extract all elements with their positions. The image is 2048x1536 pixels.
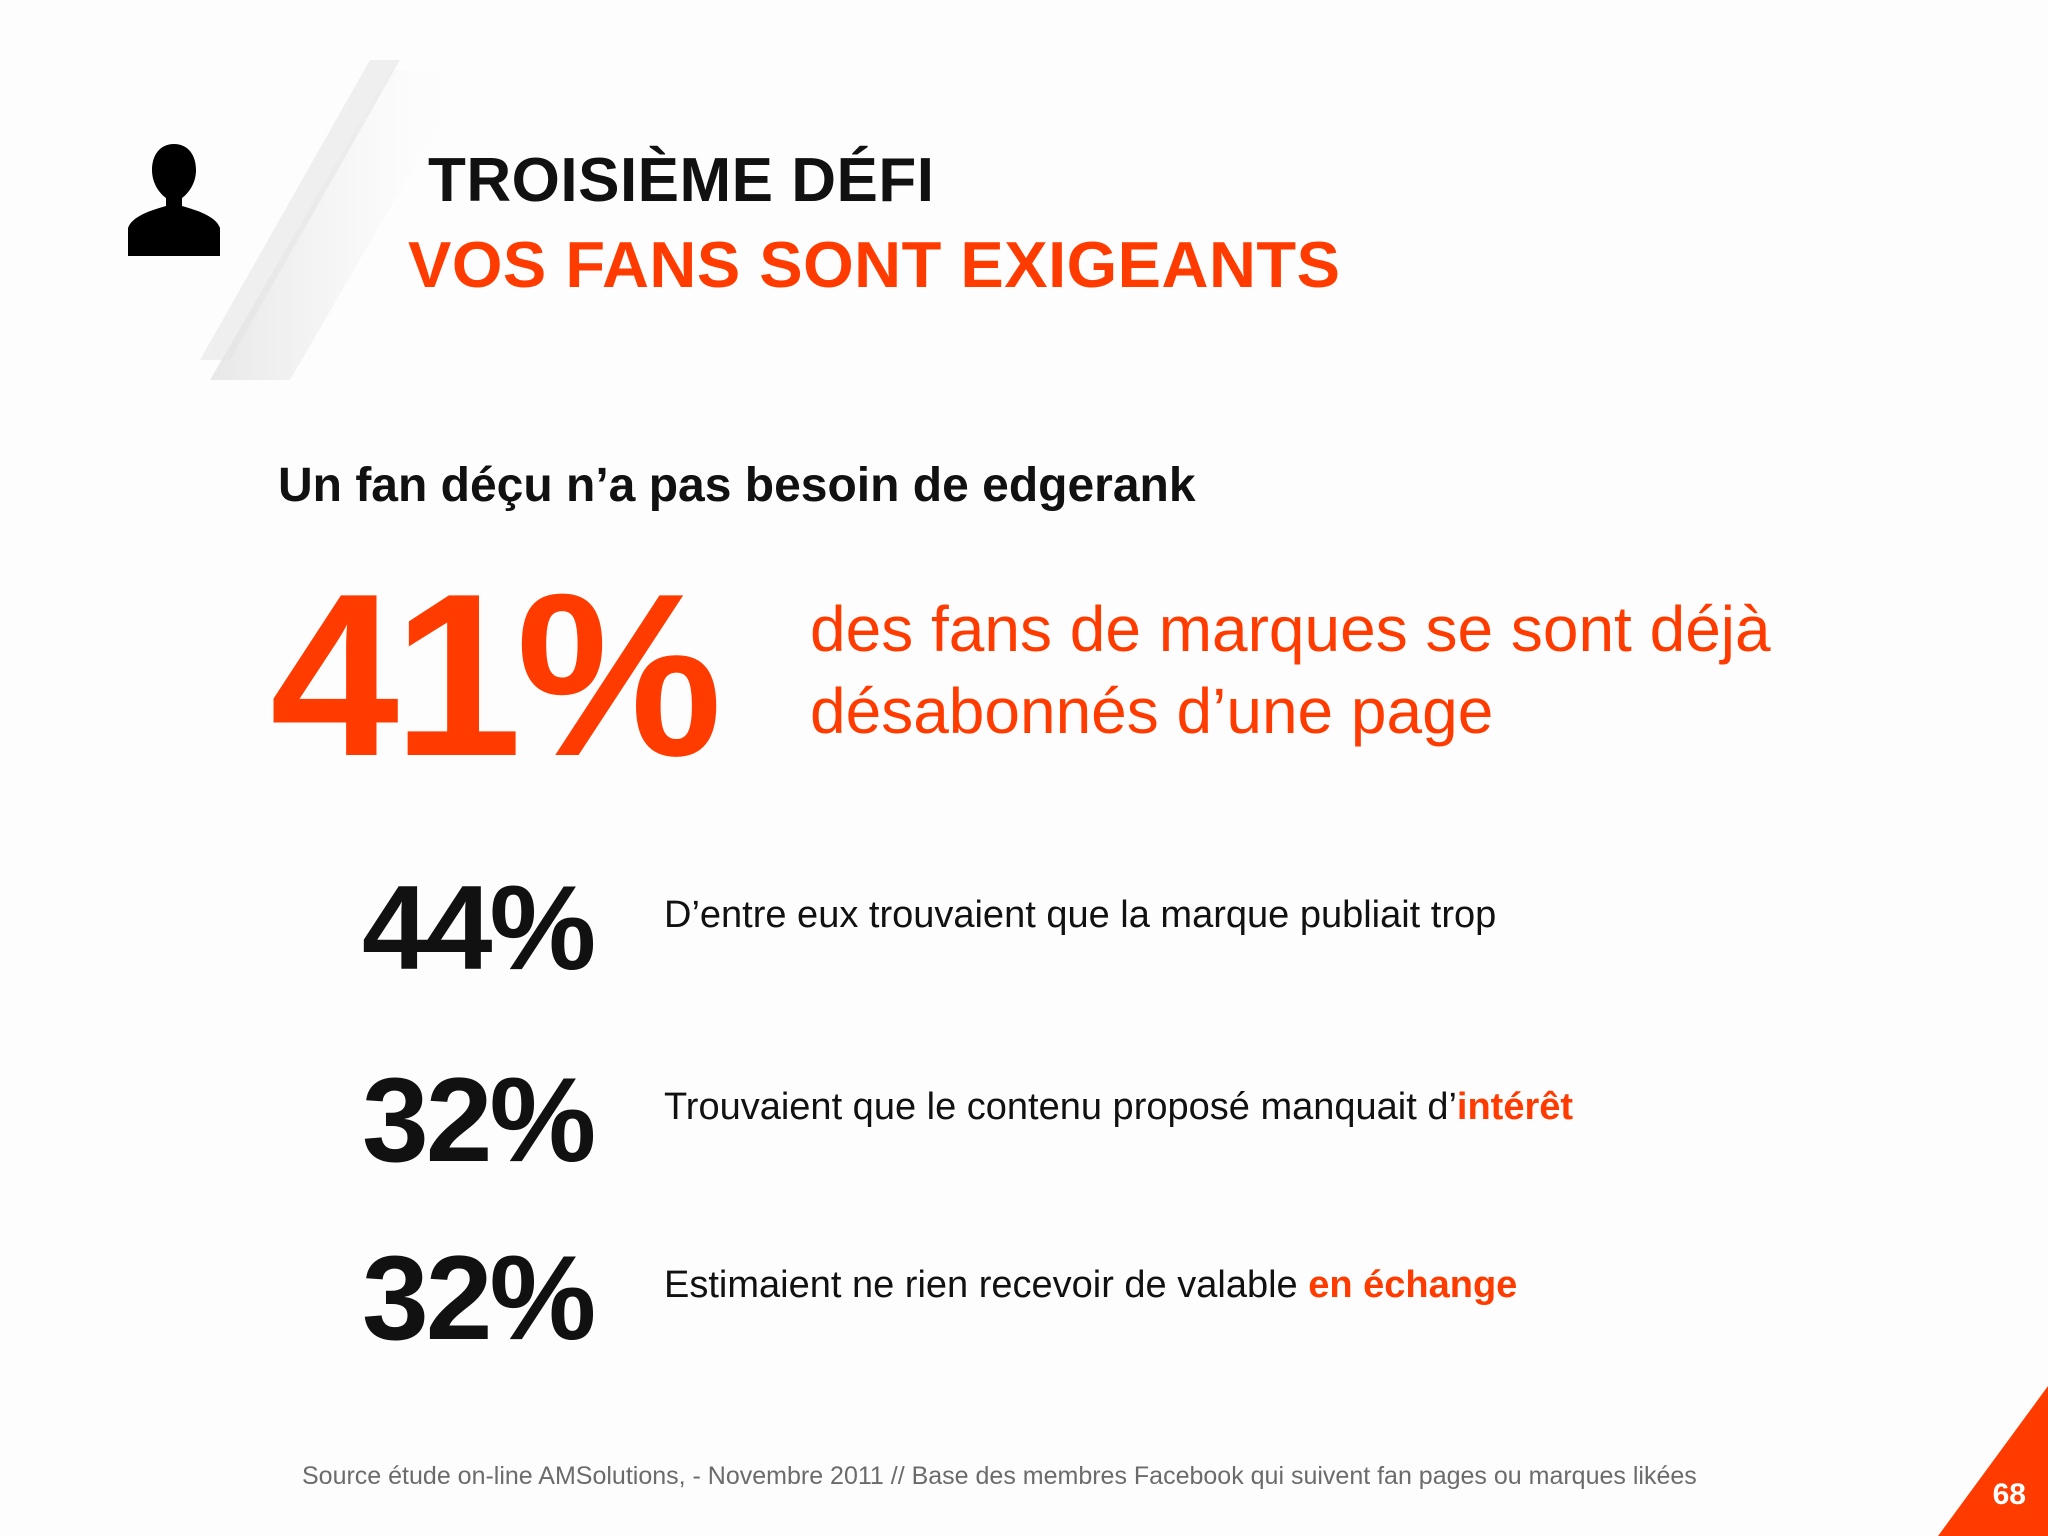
stat-row: 32% Trouvaient que le contenu proposé ma…	[362, 1060, 1962, 1190]
stat-value: 32%	[362, 1231, 596, 1365]
stat-description: Estimaient ne rien recevoir de valable e…	[664, 1264, 1517, 1307]
stat-text: Trouvaient que le contenu proposé manqua…	[664, 1086, 1457, 1128]
page-number: 68	[1992, 1478, 2026, 1511]
stat-row: 32% Estimaient ne rien recevoir de valab…	[362, 1238, 1962, 1368]
stat-text: D’entre eux trouvaient que la marque pub…	[664, 894, 1497, 936]
stat-accent-text: intérêt	[1456, 1086, 1574, 1128]
lead-text: Un fan déçu n’a pas besoin de edgerank	[278, 459, 1196, 512]
highlight-stat-description: des fans de marques se sont déjà désabon…	[810, 588, 1990, 752]
stat-value: 32%	[362, 1053, 596, 1187]
stat-value: 44%	[362, 861, 596, 995]
stat-description: D’entre eux trouvaient que la marque pub…	[664, 894, 1496, 937]
slide-title: TROISIÈME DÉFI	[428, 146, 935, 215]
source-footnote: Source étude on-line AMSolutions, - Nove…	[302, 1462, 1697, 1490]
stat-description: Trouvaient que le contenu proposé manqua…	[664, 1086, 1573, 1129]
stat-accent-text: en échange	[1308, 1264, 1518, 1306]
highlight-stat-value: 41%	[270, 546, 722, 805]
person-icon	[128, 144, 220, 256]
highlight-line-2: désabonnés d’une page	[810, 675, 1494, 747]
highlight-line-1: des fans de marques se sont déjà	[810, 593, 1771, 665]
page-corner-tab	[1938, 1386, 2048, 1536]
slide-subtitle: VOS FANS SONT EXIGEANTS	[408, 228, 1341, 301]
stat-text: Estimaient ne rien recevoir de valable	[664, 1264, 1309, 1306]
stat-row: 44% D’entre eux trouvaient que la marque…	[362, 868, 1962, 998]
